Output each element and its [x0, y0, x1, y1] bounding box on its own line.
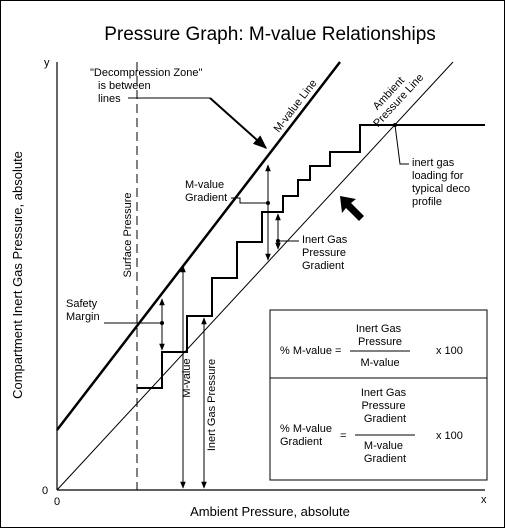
origin-y: 0: [42, 485, 48, 497]
mvg-label: M-value Gradient: [185, 179, 227, 204]
f0-num-line: Pressure: [358, 336, 402, 348]
f0-den: M-value: [360, 357, 399, 369]
igpg-line: Pressure: [302, 247, 346, 259]
igpg-line: Gradient: [302, 260, 344, 272]
m-value-line-label: M-value Line: [272, 78, 320, 135]
f1-num-line: Inert Gas: [361, 387, 407, 399]
zone-label: "Decompression Zone" is between lines: [90, 67, 205, 105]
f1-lhs-line: % M-value: [280, 423, 332, 435]
loading-line: inert gas: [412, 157, 455, 169]
dot: [266, 201, 270, 205]
f1-lhs: % M-value Gradient: [280, 423, 335, 448]
formula-box: [269, 309, 488, 481]
loading-line: typical deco: [412, 183, 470, 195]
f1-num-line: Gradient: [364, 413, 406, 425]
ambient-line: [56, 61, 454, 491]
f1-den: M-value Gradient: [364, 440, 406, 465]
f1-lhs-line: Gradient: [280, 436, 322, 448]
dot: [276, 239, 280, 243]
f1-num: Inert Gas Pressure Gradient: [361, 387, 409, 425]
loading-leader: [394, 124, 409, 165]
f1-den-line: Gradient: [364, 453, 406, 465]
igpg-label: Inert Gas Pressure Gradient: [302, 234, 350, 272]
dot: [393, 123, 397, 127]
safety-line: Margin: [66, 311, 100, 323]
zone-arrow: [209, 97, 268, 149]
f1-eq: =: [340, 430, 346, 442]
mvg-line: M-value: [185, 179, 224, 191]
mvg-leader: [231, 197, 268, 204]
f0-num-line: Inert Gas: [356, 323, 402, 335]
big-arrow: [340, 196, 364, 221]
safety-line: Safety: [66, 298, 98, 310]
m-value-line: [56, 61, 341, 431]
f1-factor: x 100: [436, 430, 463, 442]
f0-factor: x 100: [436, 345, 463, 357]
f0-num: Inert Gas Pressure: [356, 323, 404, 348]
mvg-line: Gradient: [185, 192, 227, 204]
loading-line: loading for: [412, 170, 464, 182]
y-end: y: [44, 57, 50, 69]
zone-line: lines: [98, 93, 121, 105]
profile: [137, 124, 485, 389]
f0-lhs: % M-value =: [280, 345, 341, 357]
ambient-label: Ambient Pressure Line: [362, 64, 426, 130]
x-end: x: [481, 494, 487, 506]
zone-line: is between: [98, 80, 151, 92]
title: Pressure Graph: M-value Relationships: [104, 24, 436, 45]
dot: [160, 321, 164, 325]
f1-num-line: Pressure: [361, 400, 405, 412]
igpg-line: Inert Gas: [302, 234, 348, 246]
m-value-label: M-value: [181, 358, 193, 397]
surface-label: Surface Pressure: [122, 193, 134, 278]
x-label: Ambient Pressure, absolute: [190, 504, 350, 519]
igp-label: Inert Gas Pressure: [206, 359, 218, 451]
f1-den-line: M-value: [364, 440, 403, 452]
origin-x: 0: [54, 496, 60, 508]
safety-label: Safety Margin: [66, 298, 100, 323]
loading-line: profile: [412, 196, 442, 208]
y-label: Compartment Inert Gas Pressure, absolute: [10, 151, 25, 399]
zone-line: "Decompression Zone": [90, 67, 202, 79]
loading-label: inert gas loading for typical deco profi…: [412, 157, 473, 208]
